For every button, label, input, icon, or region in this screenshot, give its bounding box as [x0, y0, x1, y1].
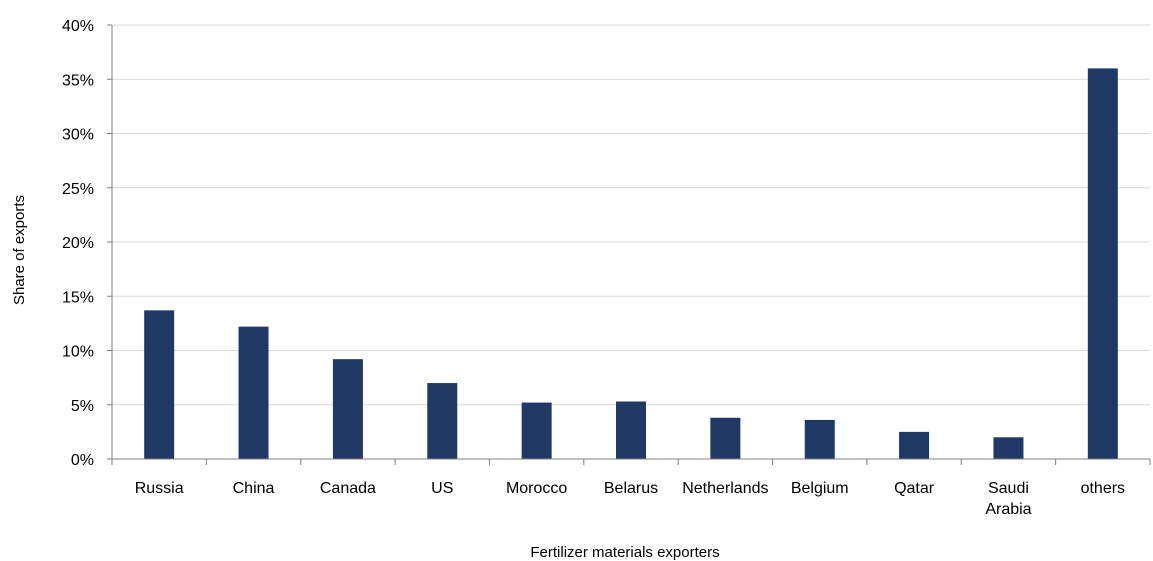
- gridlines: [112, 24, 1150, 406]
- y-tick-label: 15%: [62, 289, 94, 306]
- bar: [1087, 68, 1118, 460]
- bar: [427, 383, 458, 459]
- bar: [144, 310, 175, 459]
- x-tick-label: Netherlands: [682, 480, 768, 497]
- x-tick-label: Belarus: [604, 480, 658, 497]
- bar: [238, 326, 269, 459]
- x-tick-label: Russia: [135, 480, 184, 497]
- y-tick-label: 35%: [62, 72, 94, 89]
- y-tick-label: 10%: [62, 344, 94, 361]
- bar: [616, 401, 646, 459]
- x-tick-label: Qatar: [894, 480, 935, 497]
- bar: [521, 402, 552, 459]
- x-axis-title: Fertilizer materials exporters: [530, 544, 719, 561]
- bar: [993, 437, 1024, 459]
- bar: [804, 419, 835, 459]
- y-tick-label: 20%: [62, 235, 94, 252]
- x-tick-label: US: [431, 480, 453, 497]
- x-tick-label: Canada: [320, 480, 376, 497]
- axes: [107, 24, 1151, 465]
- y-tick-label: 40%: [62, 18, 94, 35]
- bar: [332, 359, 363, 459]
- x-tick-label: Morocco: [506, 480, 567, 497]
- x-tick-label: Saudi Arabia: [985, 480, 1031, 518]
- x-tick-labels: Russia China Canada US Morocco Belarus Netherl…: [135, 480, 1125, 518]
- y-axis-title: Share of exports: [11, 195, 28, 305]
- y-tick-label: 0%: [71, 452, 94, 469]
- bar: [899, 431, 930, 459]
- x-tick-label: Belgium: [791, 480, 849, 497]
- x-tick-label: China: [233, 480, 275, 497]
- y-tick-label: 5%: [71, 398, 94, 415]
- y-tick-label: 30%: [62, 127, 94, 144]
- bars: [144, 68, 1118, 460]
- y-tick-labels: 0% 5% 10% 15% 20% 25% 30% 35% 40%: [62, 18, 94, 469]
- y-tick-label: 25%: [62, 181, 94, 198]
- bar: [710, 417, 741, 459]
- x-tick-label: others: [1081, 480, 1125, 497]
